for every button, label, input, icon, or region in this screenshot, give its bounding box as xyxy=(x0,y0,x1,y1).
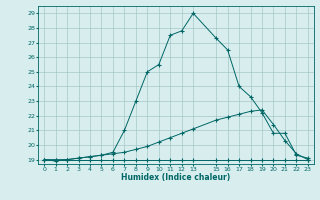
X-axis label: Humidex (Indice chaleur): Humidex (Indice chaleur) xyxy=(121,173,231,182)
